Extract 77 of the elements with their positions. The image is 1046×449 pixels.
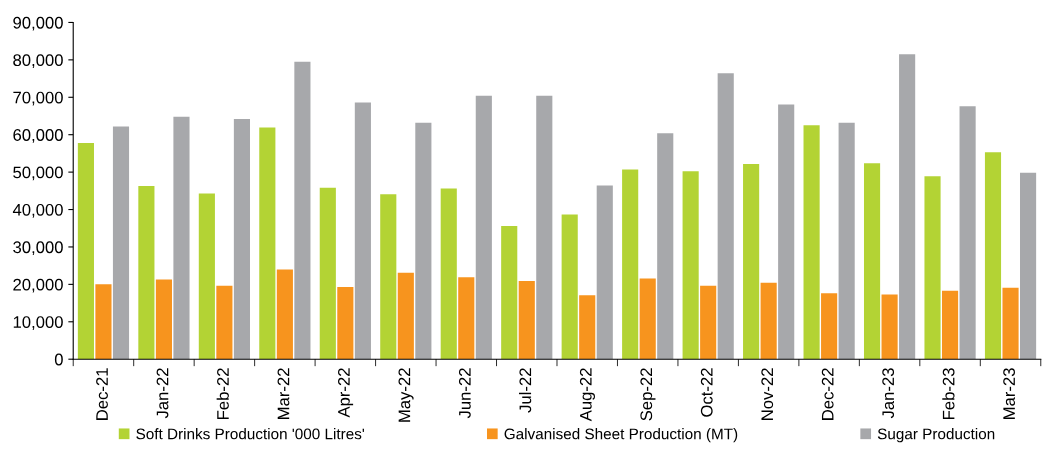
x-tick-label: Nov-22 (761, 368, 774, 420)
x-tick-label: Jan-23 (882, 368, 895, 419)
y-tick-label: 10,000 (13, 316, 63, 330)
bar (95, 284, 112, 360)
bar (415, 122, 432, 360)
bar (561, 214, 578, 360)
y-tick-label: 20,000 (13, 278, 63, 293)
bar (518, 281, 535, 360)
bar (924, 176, 941, 360)
x-tick-label: Jan-22 (156, 368, 169, 419)
bar (216, 285, 233, 360)
x-tick-label: Aug-22 (579, 368, 595, 422)
bar (959, 106, 976, 360)
bar (863, 163, 881, 360)
legend-label: Galvanised Sheet Production (MT) (504, 428, 738, 443)
bar (1002, 287, 1019, 360)
bar (984, 152, 1002, 360)
bar (294, 61, 311, 360)
x-tick-label: May-22 (398, 368, 414, 422)
bar (1020, 172, 1037, 360)
x-tick-label: Oct-22 (700, 368, 713, 417)
bar (700, 285, 717, 360)
bar (803, 125, 820, 360)
y-tick-label: 80,000 (13, 54, 63, 69)
bar (743, 163, 760, 360)
bar (596, 185, 613, 360)
legend-label: Sugar Production (877, 428, 995, 443)
bar (259, 127, 276, 360)
y-tick-label: 30,000 (13, 241, 63, 256)
y-tick-label: 0 (54, 353, 63, 366)
bar (276, 269, 293, 360)
bar (173, 116, 190, 360)
x-tick-label: Apr-22 (338, 368, 354, 418)
y-tick-label: 50,000 (13, 166, 63, 181)
x-tick-label: Mar-22 (277, 368, 290, 419)
bar (639, 278, 656, 360)
y-tick-label: 90,000 (13, 16, 63, 31)
bar (475, 95, 492, 360)
bar (838, 122, 855, 360)
bar (942, 290, 959, 360)
bar (682, 171, 699, 360)
bar (337, 286, 354, 360)
bar (138, 185, 155, 360)
x-tick-label: Dec-22 (821, 368, 834, 420)
bar (536, 95, 553, 360)
bar (899, 54, 916, 360)
bar (458, 277, 475, 360)
bar (112, 126, 130, 360)
bar (579, 295, 596, 360)
bar (778, 104, 795, 360)
y-tick-label: 70,000 (13, 91, 63, 106)
bar (354, 102, 371, 360)
bar (440, 188, 457, 360)
x-tick-label: Dec-21 (96, 368, 108, 420)
bar (622, 169, 639, 360)
bar (155, 279, 172, 360)
x-tick-label: Feb-22 (216, 368, 229, 419)
bar (657, 133, 674, 360)
x-tick-label: Feb-23 (942, 368, 955, 419)
bar (760, 282, 777, 360)
bar (77, 142, 94, 360)
bar (319, 187, 336, 360)
bar (501, 226, 518, 360)
bar (233, 118, 250, 360)
bar (717, 73, 734, 360)
x-tick-label: Jul-22 (518, 368, 532, 413)
y-tick-label: 60,000 (13, 129, 63, 143)
x-tick-label: Sep-22 (640, 368, 656, 421)
bar (821, 293, 838, 360)
legend-label: Soft Drinks Production '000 Litres' (136, 428, 364, 440)
bar (380, 194, 397, 360)
x-tick-label: Jun-22 (458, 368, 471, 419)
bar (397, 272, 414, 360)
x-tick-label: Mar-23 (1003, 368, 1016, 419)
bar (198, 193, 215, 360)
y-tick-label: 40,000 (12, 203, 63, 218)
bar (881, 294, 898, 360)
